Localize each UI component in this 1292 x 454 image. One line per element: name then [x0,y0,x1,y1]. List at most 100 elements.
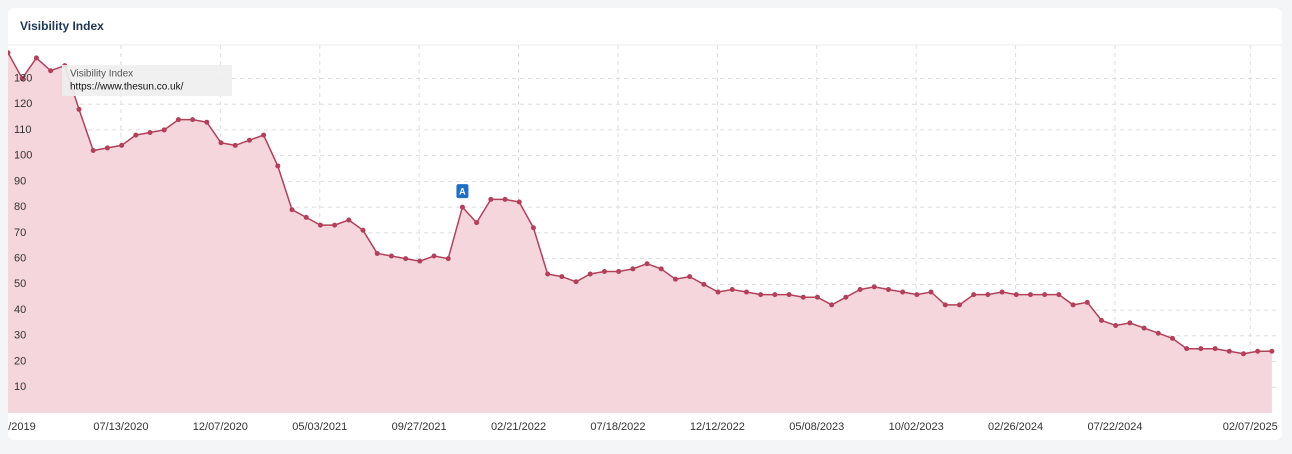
data-point [218,140,224,146]
data-point [829,302,835,308]
data-point [1098,317,1104,323]
y-tick-label: 70 [14,227,26,239]
x-tick-label: 02/26/2024 [988,421,1043,433]
data-point [76,106,82,112]
data-point [758,292,764,298]
data-point [459,204,465,210]
data-point [90,148,96,154]
data-point [985,292,991,298]
data-point [317,222,323,228]
data-point [303,214,309,220]
data-point [417,258,423,264]
data-point [190,117,196,123]
annotation-label: A [459,187,466,197]
y-tick-label: 40 [14,304,26,316]
data-point [388,253,394,259]
data-point [1084,299,1090,305]
data-point [332,222,338,228]
data-point [800,294,806,300]
annotation-badge [456,184,469,199]
data-point [516,199,522,205]
y-tick-label: 50 [14,278,26,290]
data-point [204,119,210,125]
data-point [530,225,536,231]
data-point [843,294,849,300]
data-point [1212,346,1218,352]
plot: /2019 07/13/2020 12/07/2020 05/03/2021 09/27… [8,45,1280,433]
data-point [289,207,295,213]
y-tick-label: 20 [14,355,26,367]
data-point [1141,325,1147,331]
data-point [999,289,1005,295]
data-point [104,145,110,151]
data-point [1184,346,1190,352]
data-point [630,266,636,272]
data-point [971,292,977,298]
x-tick-label: 02/21/2022 [491,421,546,433]
data-point [1155,330,1161,336]
y-tick-label: 130 [14,72,32,84]
tooltip-title: Visibility Index [70,69,133,80]
x-tick-label: 07/22/2024 [1087,421,1142,433]
data-point [33,55,39,61]
data-point [701,281,707,287]
data-point [1198,346,1204,352]
data-point [1169,335,1175,341]
data-point [374,250,380,256]
data-point [1013,292,1019,298]
data-point [19,75,25,81]
data-point [275,163,281,169]
data-point [133,132,139,138]
data-point [914,292,920,298]
data-point [814,294,820,300]
data-point [346,217,352,223]
data-point [956,302,962,308]
data-point [857,286,863,292]
data-point [360,227,366,233]
data-point [8,50,11,56]
data-point [715,289,721,295]
data-point [1226,348,1232,354]
y-tick-label: 60 [14,253,26,265]
x-tick-label: 09/27/2021 [392,421,447,433]
x-tick-label: 05/08/2023 [789,421,844,433]
data-point [687,274,693,280]
data-point [445,256,451,262]
x-tick-label: 05/03/2021 [292,421,347,433]
data-point [1070,302,1076,308]
data-point [431,253,437,259]
data-point [1027,292,1033,298]
data-point [658,266,664,272]
y-tick-label: 110 [14,124,32,136]
data-point [616,268,622,274]
data-point [942,302,948,308]
data-point [900,289,906,295]
y-tick-label: 80 [14,201,26,213]
data-point [743,289,749,295]
data-point [672,276,678,282]
data-point [573,279,579,285]
x-tick-label: 07/13/2020 [93,421,148,433]
data-point [119,142,125,148]
data-point [729,286,735,292]
area [8,52,1272,413]
x-tick-label: 07/18/2022 [590,421,645,433]
data-point [1127,320,1133,326]
y-tick-label: 10 [14,381,26,393]
data-point [246,137,252,143]
tooltip-url: https://www.thesun.co.uk/ [70,82,184,93]
data-point [232,142,238,148]
data-point [587,271,593,277]
data-point [928,289,934,295]
x-tick-label: 12/12/2022 [690,421,745,433]
line [8,52,1272,355]
data-point [1240,351,1246,357]
data-point [502,196,508,202]
x-tick-label: 10/02/2023 [889,421,944,433]
chart-title: Visibility Index [20,19,104,33]
data-point [1255,348,1261,354]
data-point [885,286,891,292]
data-point [161,127,167,133]
y-tick-label: 90 [14,175,26,187]
